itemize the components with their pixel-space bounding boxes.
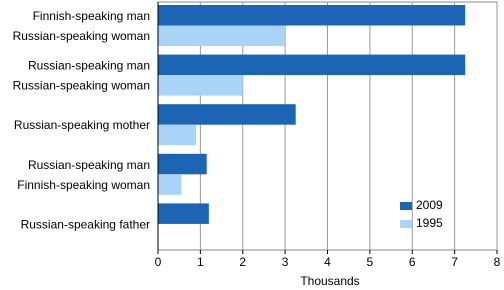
x-tick-label: 6 [409,255,416,269]
bar [158,54,466,76]
legend-label: 2009 [416,198,443,212]
x-tick-label: 3 [282,255,289,269]
y-tick-label: Russian-speaking man [28,158,150,172]
legend-label: 1995 [416,216,443,230]
bar [158,174,182,195]
y-tick-label: Russian-speaking man [28,59,150,73]
x-tick-label: 4 [324,255,331,269]
bar [158,5,466,26]
x-tick-label: 5 [367,255,374,269]
legend-swatch [400,202,412,210]
x-tick-label: 1 [197,255,204,269]
bar [158,25,286,46]
x-tick-label: 7 [451,255,458,269]
legend-swatch [400,220,412,228]
y-tick-label: Finnish-speaking woman [17,178,150,192]
bar [158,153,207,175]
x-tick-label: 2 [239,255,246,269]
bar [158,75,243,96]
x-tick-label: 0 [155,255,162,269]
y-tick-label: Russian-speaking father [21,217,150,231]
y-tick-label: Russian-speaking woman [13,79,150,93]
x-axis-label: Thousands [300,274,359,288]
bar [158,124,197,146]
x-tick-label: 8 [494,255,501,269]
y-tick-label: Russian-speaking woman [13,29,150,43]
bar [158,203,209,224]
y-tick-label: Russian-speaking mother [14,118,150,132]
bar [158,104,296,125]
y-tick-label: Finnish-speaking man [33,9,150,23]
